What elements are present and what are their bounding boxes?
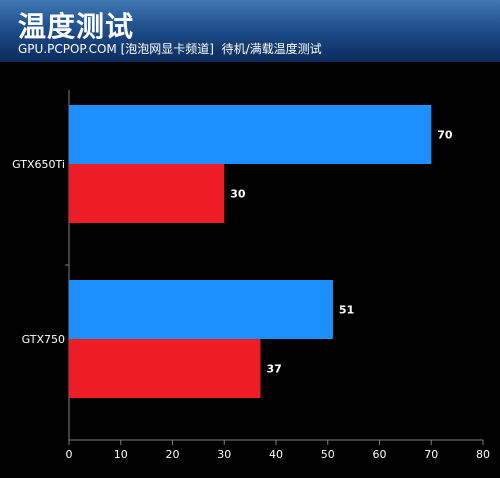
x-tick-label: 80 xyxy=(476,448,490,461)
chart-title: 温度测试 xyxy=(18,10,135,43)
bar xyxy=(69,105,432,164)
chart-subtitle: GPU.PCPOP.COM [泡泡网显卡频道] 待机/满载温度测试 xyxy=(18,42,322,56)
x-tick-label: 0 xyxy=(66,448,73,461)
data-label: 30 xyxy=(230,188,246,201)
x-tick-label: 60 xyxy=(373,448,387,461)
bar xyxy=(69,164,225,223)
bar xyxy=(69,339,261,398)
x-tick-label: 70 xyxy=(424,448,438,461)
data-label: 70 xyxy=(437,129,453,142)
x-tick-label: 10 xyxy=(114,448,128,461)
bar xyxy=(69,280,333,339)
category-label: GTX750 xyxy=(22,333,65,346)
x-tick-label: 30 xyxy=(217,448,231,461)
data-label: 37 xyxy=(266,363,281,376)
x-tick-label: 50 xyxy=(321,448,335,461)
x-tick-label: 40 xyxy=(269,448,283,461)
data-label: 51 xyxy=(339,304,354,317)
x-tick-label: 20 xyxy=(166,448,180,461)
category-label: GTX650Ti xyxy=(12,158,65,171)
chart-header: 温度测试 GPU.PCPOP.COM [泡泡网显卡频道] 待机/满载温度测试 xyxy=(0,0,500,62)
